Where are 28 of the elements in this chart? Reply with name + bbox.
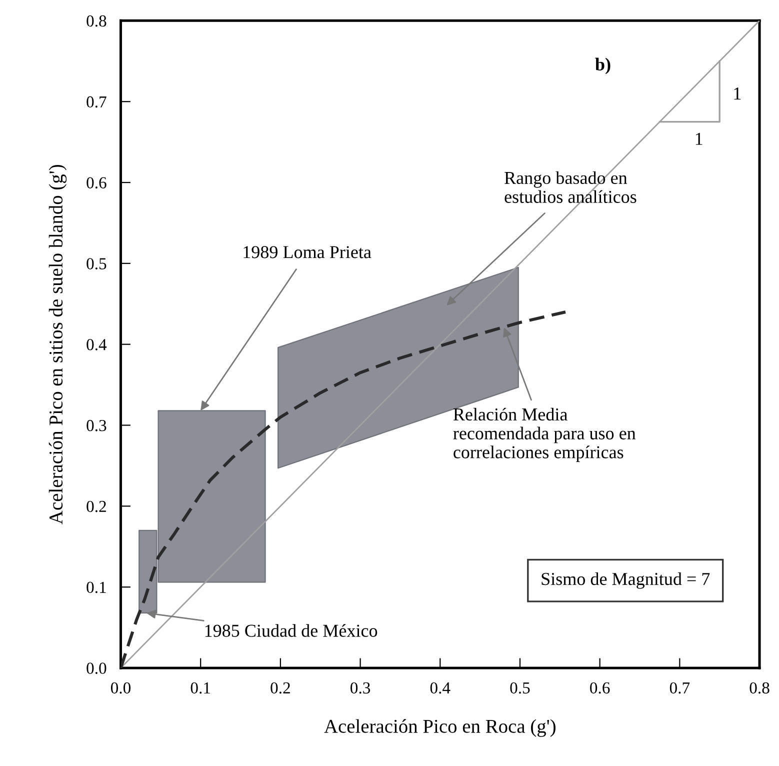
- x-tick-label: 0.7: [670, 682, 690, 694]
- annotation: Sismo de Magnitud = 7: [542, 572, 710, 589]
- annotation: 1: [696, 132, 702, 145]
- x-tick-label: 0.4: [430, 682, 450, 694]
- annotation: Rango basado en estudios analíticos: [504, 171, 636, 203]
- y-axis-title: Aceleración Pico en sitios de suelo blando (g'): [48, 164, 67, 524]
- x-tick-label: 0.1: [190, 682, 210, 694]
- annotation: Relación Media recomendada para uso en correlaciones empíricas: [453, 408, 636, 462]
- x-tick-label: 0.6: [590, 682, 610, 694]
- y-tick-label: 0.1: [86, 582, 106, 594]
- y-tick-label: 0.4: [86, 339, 107, 350]
- y-tick-label: 0.2: [86, 500, 106, 512]
- x-tick-label: 0.5: [510, 682, 530, 694]
- y-tick-label: 0.5: [86, 258, 106, 270]
- x-tick-label: 0.0: [110, 682, 131, 694]
- annotation: 1: [734, 88, 741, 100]
- annotation: b): [595, 58, 610, 74]
- y-tick-label: 0.3: [86, 420, 106, 432]
- y-tick-label: 0.7: [86, 96, 106, 108]
- x-axis-title: Aceleración Pico en Roca (g'): [324, 719, 556, 737]
- y-tick-label: 0.6: [86, 177, 106, 189]
- y-tick-label: 0.0: [86, 662, 106, 674]
- x-tick-label: 0.3: [350, 682, 370, 694]
- annotation: 1985 Ciudad de México: [205, 624, 378, 637]
- y-tick-label: 0.8: [86, 15, 106, 27]
- x-tick-label: 0.8: [750, 682, 770, 694]
- annotation: 1989 Loma Prieta: [244, 246, 372, 258]
- x-tick-label: 0.2: [270, 682, 290, 694]
